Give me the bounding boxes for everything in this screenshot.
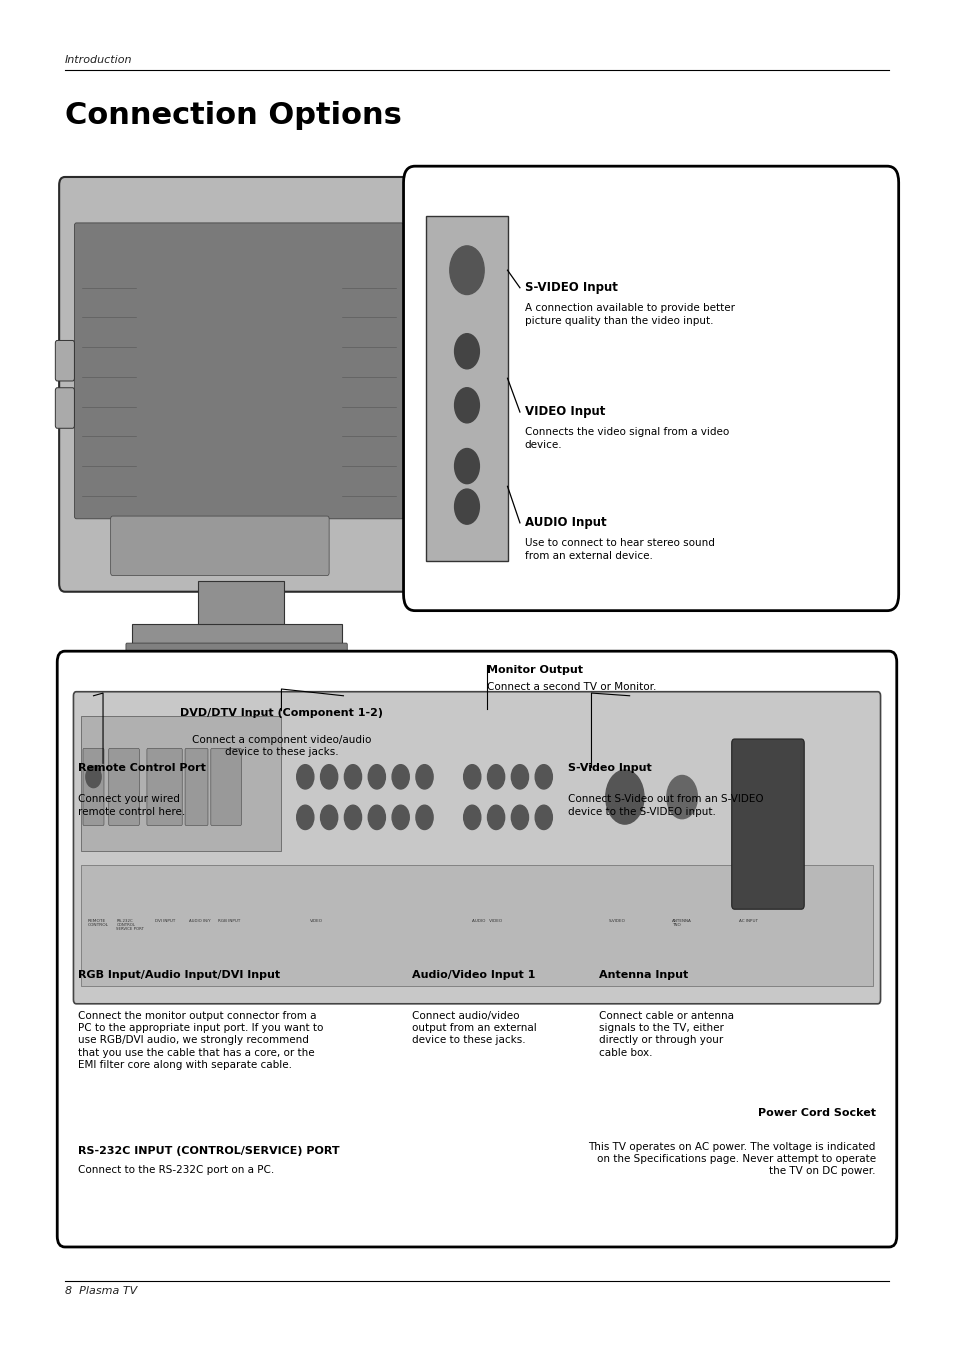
Circle shape (487, 765, 504, 789)
Text: Use to connect to hear stereo sound
from an external device.: Use to connect to hear stereo sound from… (524, 538, 714, 561)
Circle shape (511, 805, 528, 830)
Text: Connect the monitor output connector from a
PC to the appropriate input port. If: Connect the monitor output connector fro… (78, 1011, 323, 1070)
Text: AUDIO IN/Y: AUDIO IN/Y (189, 919, 211, 923)
Circle shape (320, 765, 337, 789)
FancyBboxPatch shape (55, 340, 74, 381)
Text: S-VIDEO Input: S-VIDEO Input (524, 281, 617, 295)
Text: A connection available to provide better
picture quality than the video input.: A connection available to provide better… (524, 303, 734, 326)
FancyBboxPatch shape (59, 177, 418, 592)
Bar (81, 716, 281, 851)
Text: S-Video Input: S-Video Input (567, 763, 651, 773)
FancyBboxPatch shape (403, 388, 422, 428)
Circle shape (296, 765, 314, 789)
Bar (81, 865, 872, 986)
Circle shape (463, 805, 480, 830)
Circle shape (86, 766, 101, 788)
Bar (426, 216, 507, 561)
Text: Monitor Output: Monitor Output (486, 665, 582, 674)
Text: REMOTE
CONTROL: REMOTE CONTROL (88, 919, 109, 927)
Bar (198, 581, 284, 627)
Text: Connect a second TV or Monitor.: Connect a second TV or Monitor. (486, 682, 656, 692)
Text: VIDEO Input: VIDEO Input (524, 405, 604, 419)
Circle shape (454, 449, 478, 484)
Bar (132, 624, 341, 648)
Text: Connect audio/video
output from an external
device to these jacks.: Connect audio/video output from an exter… (412, 1011, 537, 1046)
Circle shape (605, 770, 643, 824)
Text: Connect your wired
remote control here.: Connect your wired remote control here. (78, 794, 185, 817)
Text: AUDIO   VIDEO: AUDIO VIDEO (472, 919, 502, 923)
Circle shape (535, 805, 552, 830)
Circle shape (368, 805, 385, 830)
Circle shape (296, 805, 314, 830)
Circle shape (511, 765, 528, 789)
Text: Connect a component video/audio
device to these jacks.: Connect a component video/audio device t… (192, 735, 371, 758)
Text: Introduction: Introduction (65, 55, 132, 65)
Circle shape (416, 805, 433, 830)
FancyBboxPatch shape (109, 748, 139, 825)
Text: Antenna Input: Antenna Input (598, 970, 688, 979)
FancyBboxPatch shape (211, 748, 241, 825)
Text: This TV operates on AC power. The voltage is indicated
on the Specifications pag: This TV operates on AC power. The voltag… (588, 1142, 875, 1177)
Text: RGB INPUT: RGB INPUT (217, 919, 239, 923)
Circle shape (320, 805, 337, 830)
Text: RS-232C INPUT (CONTROL/SERVICE) PORT: RS-232C INPUT (CONTROL/SERVICE) PORT (78, 1146, 339, 1155)
Circle shape (454, 334, 478, 369)
Text: Connection Options: Connection Options (65, 101, 401, 130)
Text: Remote Control Port: Remote Control Port (78, 763, 206, 773)
FancyBboxPatch shape (147, 748, 182, 825)
FancyBboxPatch shape (403, 166, 898, 611)
FancyBboxPatch shape (73, 692, 880, 1004)
Text: 8  Plasma TV: 8 Plasma TV (65, 1286, 137, 1296)
Circle shape (535, 765, 552, 789)
Text: VIDEO: VIDEO (310, 919, 323, 923)
FancyBboxPatch shape (185, 748, 208, 825)
Text: DVI INPUT: DVI INPUT (154, 919, 174, 923)
FancyBboxPatch shape (111, 516, 329, 576)
Circle shape (463, 765, 480, 789)
Text: RGB Input/Audio Input/DVI Input: RGB Input/Audio Input/DVI Input (78, 970, 280, 979)
Circle shape (449, 246, 483, 295)
FancyBboxPatch shape (74, 223, 403, 519)
FancyBboxPatch shape (731, 739, 803, 909)
Circle shape (344, 765, 361, 789)
Circle shape (392, 805, 409, 830)
FancyBboxPatch shape (55, 388, 74, 428)
Circle shape (487, 805, 504, 830)
Circle shape (344, 805, 361, 830)
Text: AC INPUT: AC INPUT (739, 919, 758, 923)
Text: Connect cable or antenna
signals to the TV, either
directly or through your
cabl: Connect cable or antenna signals to the … (598, 1011, 734, 1058)
Text: Power Cord Socket: Power Cord Socket (757, 1108, 875, 1117)
Circle shape (416, 765, 433, 789)
FancyBboxPatch shape (403, 340, 422, 381)
Circle shape (454, 489, 478, 524)
Text: S-VIDEO: S-VIDEO (608, 919, 625, 923)
Text: Connects the video signal from a video
device.: Connects the video signal from a video d… (524, 427, 728, 450)
FancyBboxPatch shape (57, 651, 896, 1247)
Circle shape (392, 765, 409, 789)
Circle shape (454, 388, 478, 423)
Text: ANTENNA
TNO: ANTENNA TNO (671, 919, 691, 927)
Text: Connect to the RS-232C port on a PC.: Connect to the RS-232C port on a PC. (78, 1165, 274, 1174)
Text: RS-232C
CONTROL
SERVICE PORT: RS-232C CONTROL SERVICE PORT (116, 919, 144, 931)
Circle shape (666, 775, 697, 819)
Text: DVD/DTV Input (Component 1-2): DVD/DTV Input (Component 1-2) (180, 708, 382, 717)
Text: Audio/Video Input 1: Audio/Video Input 1 (412, 970, 535, 979)
Text: Connect S-Video out from an S-VIDEO
device to the S-VIDEO input.: Connect S-Video out from an S-VIDEO devi… (567, 794, 762, 817)
Circle shape (368, 765, 385, 789)
FancyBboxPatch shape (83, 748, 104, 825)
Text: AUDIO Input: AUDIO Input (524, 516, 606, 530)
FancyBboxPatch shape (126, 643, 347, 659)
